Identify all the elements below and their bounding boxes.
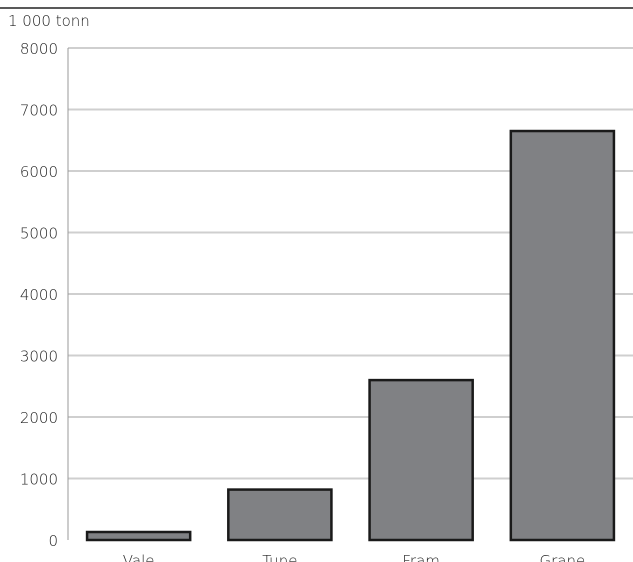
y-tick-label: 6000 bbox=[20, 163, 58, 181]
y-tick-label: 3000 bbox=[20, 348, 58, 366]
y-tick-label: 4000 bbox=[20, 286, 58, 304]
bar-fram bbox=[368, 378, 474, 542]
bar-vale bbox=[85, 530, 192, 542]
y-tick-label: 7000 bbox=[20, 102, 58, 120]
y-tick-label: 0 bbox=[48, 532, 58, 550]
x-tick-label: Fram bbox=[402, 552, 440, 562]
x-tick-label: Tune bbox=[262, 552, 297, 562]
bar-grane bbox=[509, 129, 616, 542]
y-tick-label: 5000 bbox=[20, 225, 58, 243]
y-tick-label: 1000 bbox=[20, 471, 58, 489]
x-tick-label: Vale bbox=[123, 552, 155, 562]
gridlines bbox=[68, 47, 633, 480]
bar-tune bbox=[227, 488, 333, 542]
y-tick-labels: 0 1000 2000 3000 4000 5000 6000 7000 8000 bbox=[20, 40, 58, 550]
y-axis-unit-label: 1 000 tonn bbox=[8, 12, 90, 30]
y-tick-label: 2000 bbox=[20, 409, 58, 427]
x-tick-label: Grane bbox=[540, 552, 586, 562]
bars bbox=[85, 129, 616, 542]
x-tick-labels: Vale Tune Fram Grane bbox=[123, 552, 585, 562]
y-tick-label: 8000 bbox=[20, 40, 58, 58]
